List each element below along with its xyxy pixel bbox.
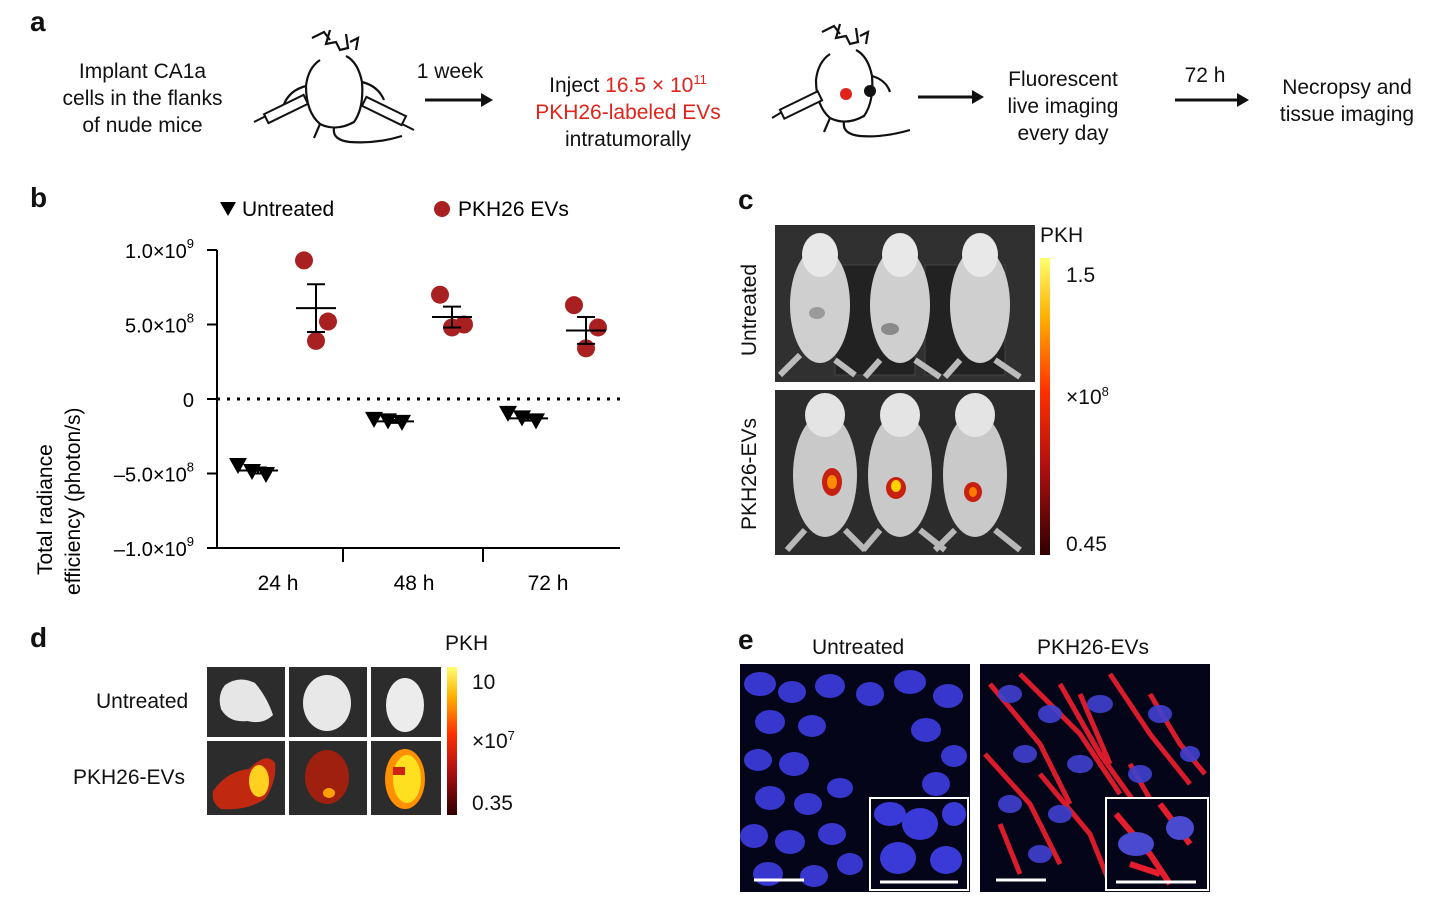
panel-b-label: b xyxy=(30,182,48,213)
step-necropsy-line1: Necropsy and xyxy=(1282,76,1412,99)
y-tick-label-exp: 8 xyxy=(187,460,194,475)
panel-e-col2-label: PKH26-EVs xyxy=(1037,636,1150,659)
y-axis-label-line1: Total radiance xyxy=(34,444,57,575)
tissue-untreated-3 xyxy=(371,667,441,737)
cbar-c-title: PKH xyxy=(1040,224,1084,247)
data-point-untreated xyxy=(365,411,383,428)
pkh26-mice-image xyxy=(775,390,1035,555)
step-inject-line1: Inject 16.5 × 1011 xyxy=(508,66,748,99)
step-inject-line2: PKH26-labeled EVs xyxy=(535,101,721,124)
y-axis-label-line2: efficiency (photon/s) xyxy=(62,407,85,595)
step-implant-line2: cells in the flanks xyxy=(62,87,223,110)
cbar-c-unit-base: ×10 xyxy=(1066,386,1102,409)
cbar-d-max: 10 xyxy=(472,671,496,694)
data-point-pkh26 xyxy=(319,312,337,331)
arrow1-label: 1 week xyxy=(416,60,484,83)
step-imaging-text: Fluorescent live imaging every day xyxy=(978,66,1148,147)
arrow3-label: 72 h xyxy=(1184,64,1226,87)
panel-c-row1-label-box: Untreated xyxy=(735,258,765,368)
data-point-untreated xyxy=(499,405,517,422)
data-point-pkh26 xyxy=(431,285,449,304)
panel-d-row2-label: PKH26-EVs xyxy=(73,766,186,789)
step-necropsy-text: Necropsy and tissue imaging xyxy=(1262,74,1432,128)
cbar-c-min: 0.45 xyxy=(1066,533,1107,556)
tumor-dot-red xyxy=(840,88,852,100)
tissue-pkh26-1 xyxy=(207,741,285,815)
cbar-d-unit-base: ×10 xyxy=(472,730,508,753)
y-tick-label: 1.0×109 xyxy=(125,236,194,263)
panel-d-label: d xyxy=(30,622,48,653)
panel-d-row1-label: Untreated xyxy=(96,690,189,713)
data-point-untreated xyxy=(257,466,275,483)
step-inject-line3: intratumorally xyxy=(564,128,692,151)
tissue-pkh26-3 xyxy=(371,741,441,815)
cbar-d-gradient xyxy=(447,667,457,815)
y-tick-label: –5.0×108 xyxy=(114,460,194,487)
cbar-c-unit-exp: 8 xyxy=(1101,384,1109,399)
legend-pkh-marker xyxy=(434,201,450,217)
tumor-dot-black xyxy=(864,85,876,97)
panel-c-row2-label: PKH26-EVs xyxy=(738,417,761,531)
y-tick-label: 5.0×108 xyxy=(125,311,194,338)
cbar-c-unit: ×108 xyxy=(1066,384,1109,410)
step-inject-text: Inject 16.5 × 1011 PKH26-labeled EVs int… xyxy=(508,66,748,153)
panel-a-label: a xyxy=(30,6,46,37)
mouse-illustration-1 xyxy=(253,29,415,144)
legend-pkh-text: PKH26 EVs xyxy=(458,198,569,221)
panel-c-label: c xyxy=(738,184,754,215)
micrograph-untreated xyxy=(740,664,970,892)
data-point-pkh26 xyxy=(589,318,607,337)
step-implant-line1: Implant CA1a xyxy=(78,60,207,83)
y-tick-label: –1.0×109 xyxy=(114,534,194,561)
step-necropsy-line2: tissue imaging xyxy=(1279,103,1415,126)
data-point-untreated xyxy=(229,458,247,475)
legend-untreated-text: Untreated xyxy=(242,198,334,221)
untreated-mice-image xyxy=(775,225,1035,382)
mouse-illustration-2 xyxy=(771,23,911,138)
arrow-3 xyxy=(1175,93,1249,107)
arrow-2 xyxy=(918,90,984,104)
step-implant-text: Implant CA1a cells in the flanks of nude… xyxy=(40,58,245,139)
cbar-d-unit-exp: 7 xyxy=(507,728,515,743)
step-imaging-line3: every day xyxy=(1017,122,1109,145)
cbar-d-unit: ×107 xyxy=(472,728,515,754)
cbar-d-min: 0.35 xyxy=(472,792,513,815)
scatter-chart: Untreated PKH26 EVs Total radiance effic… xyxy=(34,198,620,595)
panel-c-row2-label-box: PKH26-EVs xyxy=(735,410,765,540)
panel-e-label: e xyxy=(738,624,754,655)
y-tick-label-exp: 8 xyxy=(187,311,194,326)
y-tick-label-exp: 9 xyxy=(187,236,194,251)
step-inject-exp: 11 xyxy=(693,72,707,87)
tissue-untreated-1 xyxy=(207,667,285,737)
x-tick-label: 48 h xyxy=(394,572,435,595)
data-point-pkh26 xyxy=(307,331,325,350)
cbar-c-gradient xyxy=(1040,258,1050,555)
data-point-pkh26 xyxy=(295,251,313,270)
x-tick-label: 72 h xyxy=(528,572,569,595)
micrograph-pkh26 xyxy=(980,664,1210,892)
data-point-pkh26 xyxy=(565,296,583,315)
tissue-pkh26-2 xyxy=(289,741,367,815)
step-inject-dose: 16.5 × 10 xyxy=(605,74,694,97)
arrow-1 xyxy=(425,93,493,107)
y-tick-label: 0 xyxy=(183,390,194,412)
step-imaging-line2: live imaging xyxy=(1007,95,1119,118)
step-imaging-line1: Fluorescent xyxy=(1008,68,1118,91)
step-implant-line3: of nude mice xyxy=(82,114,203,137)
tissue-untreated-2 xyxy=(289,667,367,737)
panel-e-col1-label: Untreated xyxy=(812,636,905,659)
panel-c-row1-label: Untreated xyxy=(738,263,761,357)
y-tick-label-exp: 9 xyxy=(187,534,194,549)
cbar-c-max: 1.5 xyxy=(1066,264,1096,287)
cbar-d-title: PKH xyxy=(445,632,489,655)
step-inject-prefix: Inject xyxy=(549,74,606,97)
legend-untreated-marker xyxy=(220,202,236,216)
x-tick-label: 24 h xyxy=(258,572,299,595)
